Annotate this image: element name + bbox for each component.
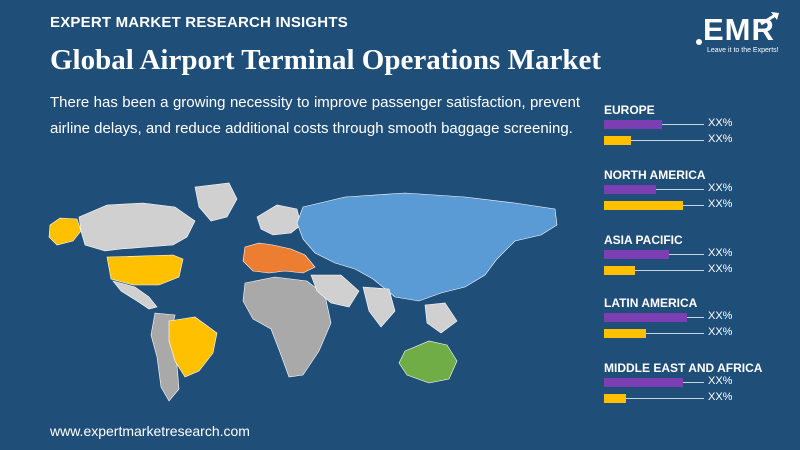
bar-line-a (687, 317, 704, 318)
bar-a (604, 185, 656, 194)
bar-line-b (683, 205, 704, 206)
map-region-greenland (194, 182, 238, 222)
region-name: NORTH AMERICA (604, 168, 706, 182)
bar-b (604, 266, 635, 275)
region-name: LATIN AMERICA (604, 296, 698, 310)
region-asia-pacific: ASIA PACIFIC XX% XX% (604, 233, 794, 287)
map-region-central-america (112, 280, 158, 310)
value-b: XX% (708, 263, 733, 275)
logo-tagline: Leave it to the Experts! (707, 47, 779, 54)
map-region-australia (398, 340, 458, 384)
region-europe: EUROPE XX% XX% (604, 103, 794, 157)
logo-arrow-icon (696, 12, 779, 45)
region-north-america: NORTH AMERICA XX% XX% (604, 168, 794, 222)
bar-line-a (669, 254, 704, 255)
value-a: XX% (708, 375, 733, 387)
map-region-alaska (48, 217, 82, 246)
bar-b (604, 329, 646, 338)
bar-a (604, 378, 683, 387)
value-a: XX% (708, 182, 733, 194)
world-map (48, 182, 558, 402)
value-a: XX% (708, 310, 733, 322)
map-region-south-asia (362, 286, 396, 328)
emr-logo: EMR Leave it to the Experts! (693, 10, 788, 65)
bar-b (604, 136, 631, 145)
value-b: XX% (708, 133, 733, 145)
map-region-canada (78, 202, 196, 252)
region-name: ASIA PACIFIC (604, 233, 683, 247)
footer-url: www.expertmarketresearch.com (50, 423, 250, 439)
value-b: XX% (708, 391, 733, 403)
region-name: MIDDLE EAST AND AFRICA (604, 361, 763, 375)
bar-line-a (683, 382, 704, 383)
map-region-middle-east (310, 274, 360, 308)
map-region-southeast-asia (424, 302, 458, 334)
region-name: EUROPE (604, 103, 655, 117)
logo-text: EMR (703, 12, 775, 47)
region-latin-america: LATIN AMERICA XX% XX% (604, 296, 794, 350)
bar-line-b (626, 398, 704, 399)
bar-line-b (635, 270, 704, 271)
bar-line-b (631, 140, 704, 141)
bar-a (604, 250, 669, 259)
value-b: XX% (708, 198, 733, 210)
bar-line-b (646, 333, 704, 334)
bar-b (604, 201, 683, 210)
bar-line-a (656, 189, 704, 190)
map-region-usa (106, 254, 184, 286)
value-a: XX% (708, 117, 733, 129)
region-middle-east-and-africa: MIDDLE EAST AND AFRICA XX% XX% (604, 361, 794, 415)
map-region-africa (242, 276, 332, 378)
map-region-asia (296, 192, 558, 302)
report-description: There has been a growing necessity to im… (50, 94, 580, 137)
bar-line-a (662, 124, 704, 125)
value-a: XX% (708, 247, 733, 259)
map-region-europe-north (256, 204, 302, 236)
report-kicker: EXPERT MARKET RESEARCH INSIGHTS (50, 14, 348, 31)
bar-a (604, 313, 687, 322)
bar-b (604, 394, 626, 403)
map-region-brazil (168, 316, 218, 378)
value-b: XX% (708, 326, 733, 338)
bar-a (604, 120, 662, 129)
map-region-europe (242, 242, 316, 274)
report-title: Global Airport Terminal Operations Marke… (50, 44, 601, 76)
